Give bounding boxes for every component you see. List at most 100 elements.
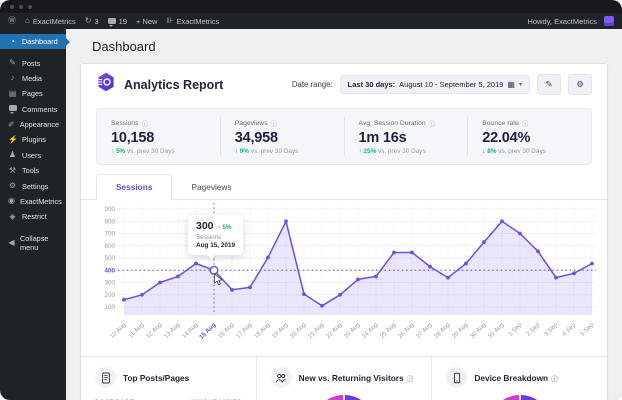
new-vs-returning-pie-chart	[312, 395, 376, 400]
exactmetrics-logo	[96, 72, 116, 97]
home-icon: ⌂	[25, 16, 30, 25]
sidebar-item-settings[interactable]: ⚙ Settings	[8, 181, 49, 191]
sidebar-item-users[interactable]: ♟ Users	[8, 150, 42, 160]
svg-text:12 Aug: 12 Aug	[145, 321, 164, 340]
settings-icon: ⚙	[8, 181, 17, 191]
window-control-dot[interactable]	[10, 4, 14, 9]
sidebar-item-appearance[interactable]: ✐ Appearance	[8, 119, 60, 130]
updates-link[interactable]: ↻ 3	[85, 17, 99, 26]
sidebar-collapse-menu[interactable]: ◀ Collapse menu	[8, 233, 49, 252]
stat-sessions: Sessions ⓘ 10,158 ↑ 5% vs. prev 30 Days	[97, 117, 220, 156]
comments-bubble-icon	[107, 18, 116, 27]
media-icon: ♪	[10, 73, 15, 83]
svg-text:4 Sep: 4 Sep	[561, 321, 578, 338]
svg-text:28 Aug: 28 Aug	[433, 321, 452, 340]
svg-text:24 Aug: 24 Aug	[361, 321, 380, 340]
admin-content: Dashboard	[66, 29, 622, 400]
svg-text:18 Aug: 18 Aug	[253, 321, 272, 340]
wordpress-menu[interactable]: Ⓦ	[8, 17, 16, 25]
date-range-select[interactable]: Last 30 days: August 10 - September 5, 2…	[339, 75, 530, 94]
howdy-account-menu[interactable]: Howdy, ExactMetrics	[528, 16, 614, 26]
sidebar-item-pages[interactable]: ▤ Pages	[8, 88, 43, 99]
exactmetrics-toolbar-link[interactable]: ⊪ ExactMetrics	[166, 17, 219, 26]
new-content-menu[interactable]: + New	[136, 17, 157, 26]
svg-text:14 Aug: 14 Aug	[181, 321, 200, 340]
new-label: + New	[136, 16, 158, 26]
stat-delta: ↑ 9%	[234, 148, 249, 155]
sidebar-item-dashboard[interactable]: ◔ Dashboard	[0, 34, 70, 50]
info-icon[interactable]: ⓘ	[141, 121, 149, 128]
window-control-dot[interactable]	[19, 4, 23, 9]
sidebar-item-comments[interactable]: Comments	[0, 102, 66, 117]
tab-pageviews[interactable]: Pageviews	[191, 182, 232, 192]
sidebar-item-plugins[interactable]: ⚡ Plugins	[8, 134, 46, 145]
wordpress-logo-icon: Ⓦ	[8, 16, 16, 25]
document-icon	[95, 367, 116, 388]
stat-avg-session-duration: Avg. Session Duration ⓘ 1m 16s ↑ 25% vs. …	[343, 117, 468, 156]
info-icon[interactable]: ⓘ	[428, 121, 436, 128]
svg-text:27 Aug: 27 Aug	[415, 321, 434, 340]
stat-delta: ↓ 8%	[482, 148, 497, 155]
comments-link[interactable]: 19	[107, 16, 127, 27]
svg-text:13 Aug: 13 Aug	[163, 321, 182, 340]
updates-count: 3	[94, 16, 99, 26]
info-icon[interactable]: ⓘ	[406, 375, 414, 383]
svg-text:25 Aug: 25 Aug	[379, 321, 398, 340]
page-title: Dashboard	[92, 39, 156, 54]
stat-delta: ↑ 5%	[111, 148, 126, 155]
section-title: New vs. Returning Visitors	[298, 372, 404, 383]
device-breakdown-section: Device Breakdown ⓘ	[431, 357, 607, 400]
window-control-dot[interactable]	[28, 4, 32, 9]
sidebar-item-posts[interactable]: ✎ Posts	[9, 58, 41, 68]
svg-text:5 Sep: 5 Sep	[579, 321, 596, 338]
stat-value: 22.04%	[482, 130, 531, 146]
user-avatar	[604, 16, 614, 26]
collapse-icon: ◀	[8, 237, 15, 247]
svg-text:29 Aug: 29 Aug	[451, 321, 470, 340]
edit-report-button[interactable]: ✎	[537, 74, 561, 95]
pencil-icon: ✎	[545, 79, 553, 89]
sidebar-item-exactmetrics[interactable]: ◉ ExactMetrics	[8, 196, 62, 206]
chevron-down-icon: ▾	[518, 82, 522, 88]
svg-text:10 Aug: 10 Aug	[109, 321, 128, 340]
date-range-label: Date range:	[291, 80, 333, 89]
stats-overview: Sessions ⓘ 10,158 ↑ 5% vs. prev 30 Days P…	[96, 108, 592, 165]
dashboard-icon: ◔	[10, 36, 15, 46]
report-header: Analytics Report Date range: Last 30 day…	[81, 64, 607, 105]
svg-text:21 Aug: 21 Aug	[307, 321, 326, 340]
analytics-report-card: Analytics Report Date range: Last 30 day…	[80, 63, 608, 400]
report-widgets-row: Top Posts/Pages POST/PAGE UNIQUE VISITS	[81, 356, 607, 400]
sidebar-item-restrict[interactable]: ◈ Restrict	[9, 211, 47, 222]
sessions-chart[interactable]: 100 200 300 400 500 600 700 800 900 10 Aug 11 Aug 1…	[81, 200, 607, 356]
site-link[interactable]: ⌂ ExactMetrics	[25, 17, 76, 26]
svg-text:900: 900	[104, 206, 115, 213]
chart-tabs: Sessions Pageviews	[81, 174, 607, 200]
tooltip-date: Aug 15, 2019	[196, 242, 236, 250]
sidebar-item-media[interactable]: ♪ Media	[0, 71, 66, 86]
wp-sidebar-menu: ◔ Dashboard ✎ Posts ♪ Media ▤ Pages Comments…	[0, 29, 70, 400]
updates-icon: ↻	[84, 16, 92, 25]
info-icon[interactable]: ⓘ	[551, 375, 558, 383]
pages-icon: ▤	[8, 88, 17, 98]
info-icon[interactable]: ⓘ	[521, 121, 529, 128]
svg-text:19 Aug: 19 Aug	[271, 321, 290, 340]
sidebar-item-tools[interactable]: ⚒ Tools	[8, 165, 40, 176]
comments-icon	[8, 105, 17, 114]
svg-text:2 Sep: 2 Sep	[525, 321, 542, 338]
exactmetrics-label: ExactMetrics	[176, 16, 220, 26]
chart-tooltip: 300 ↑ 5% Sessions Aug 15, 2019	[188, 215, 244, 256]
report-settings-button[interactable]: ⚙	[568, 74, 592, 95]
comments-count: 19	[118, 16, 127, 26]
svg-text:1 Sep: 1 Sep	[507, 321, 524, 338]
tooltip-series: Sessions	[196, 234, 222, 242]
calendar-icon: ▦	[507, 80, 515, 89]
tab-sessions[interactable]: Sessions	[96, 174, 173, 200]
user-icon: ♟	[8, 150, 17, 160]
svg-text:22 Aug: 22 Aug	[325, 321, 344, 340]
svg-text:200: 200	[104, 292, 115, 299]
info-icon[interactable]: ⓘ	[270, 121, 278, 128]
section-title: Top Posts/Pages	[123, 372, 190, 383]
stat-value: 1m 16s	[358, 130, 407, 146]
